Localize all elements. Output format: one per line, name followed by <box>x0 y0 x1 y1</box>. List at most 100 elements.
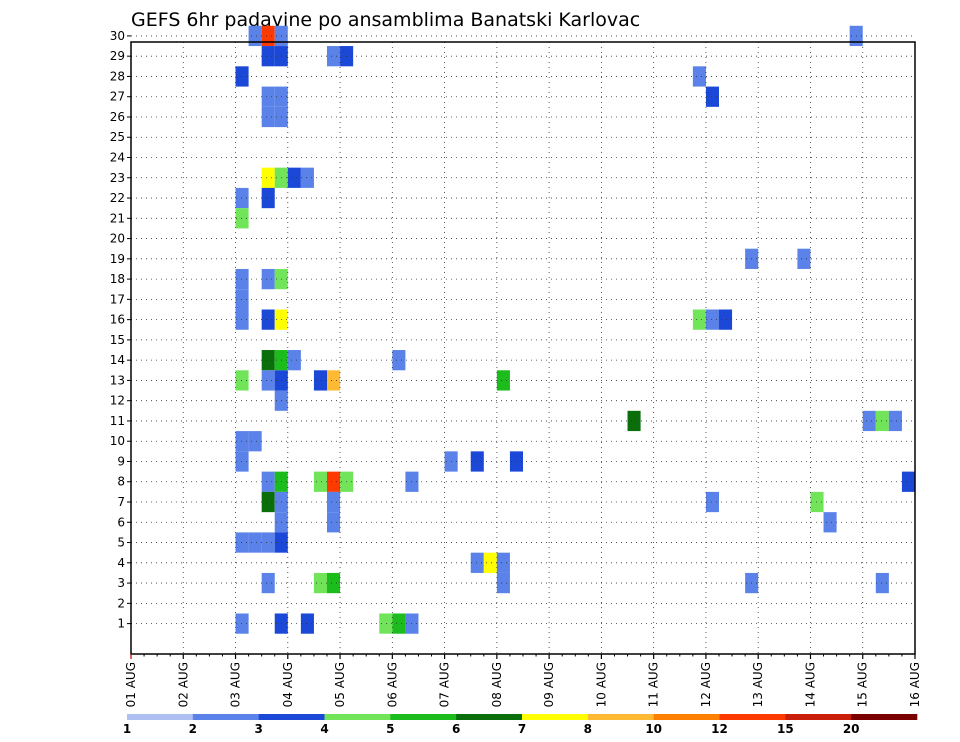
y-tick-label: 30 <box>110 29 125 43</box>
y-tick-label: 26 <box>110 110 125 124</box>
y-tick-label: 25 <box>110 130 125 144</box>
y-tick-label: 4 <box>117 556 125 570</box>
precip-cell <box>797 248 811 269</box>
x-tick-label: 07 AUG <box>438 662 452 707</box>
precip-cell <box>261 471 275 492</box>
precip-cell <box>810 491 824 513</box>
legend-swatch <box>719 714 786 720</box>
ensemble-cells <box>235 25 915 634</box>
precip-cell <box>705 309 719 330</box>
x-tick-label: 02 AUG <box>176 662 190 707</box>
y-tick-label: 28 <box>110 69 125 83</box>
precip-cell <box>470 451 484 472</box>
y-tick-label: 24 <box>110 151 125 165</box>
precip-cell <box>300 167 314 188</box>
y-tick-label: 29 <box>110 49 125 63</box>
precip-cell <box>705 491 719 513</box>
precip-cell <box>287 350 301 371</box>
legend-label: 2 <box>189 722 197 736</box>
precip-cell <box>327 370 341 391</box>
precip-cell <box>327 491 341 513</box>
x-tick-label: 12 AUG <box>699 662 713 707</box>
precip-cell <box>379 613 393 634</box>
y-tick-label: 12 <box>110 394 125 408</box>
chart-title: GEFS 6hr padavine po ansamblima Banatski… <box>131 9 640 31</box>
precip-cell <box>313 370 327 391</box>
legend-label: 20 <box>843 722 860 736</box>
precip-cell <box>235 289 249 310</box>
x-tick-label: 09 AUG <box>542 662 556 707</box>
y-tick-label: 2 <box>117 596 125 610</box>
precip-cell <box>692 309 706 330</box>
precip-cell <box>235 66 249 87</box>
legend-label: 6 <box>452 722 460 736</box>
precip-cell <box>261 86 275 107</box>
legend-swatch <box>653 714 720 720</box>
legend-label: 1 <box>123 722 131 736</box>
precip-cell <box>496 370 510 391</box>
precip-cell <box>261 572 275 594</box>
x-tick-label: 10 AUG <box>594 662 608 707</box>
precip-cell <box>327 46 341 67</box>
precip-cell <box>327 512 341 533</box>
legend-swatch <box>127 714 194 720</box>
y-tick-label: 22 <box>110 191 125 205</box>
x-tick-label: 15 AUG <box>856 662 870 707</box>
plot-frame <box>130 41 916 655</box>
precip-cell <box>235 451 249 472</box>
precip-cell <box>248 431 262 452</box>
x-tick-label: 04 AUG <box>281 662 295 707</box>
precip-cell <box>313 471 327 492</box>
precip-cell <box>235 532 249 553</box>
precip-cell <box>823 512 837 533</box>
precip-cell <box>719 309 733 330</box>
y-tick-label: 1 <box>117 617 125 631</box>
legend-swatch <box>192 714 259 720</box>
precip-cell <box>496 572 510 594</box>
x-tick-label: 08 AUG <box>490 662 504 707</box>
y-tick-label: 23 <box>110 171 125 185</box>
y-tick-label: 6 <box>117 515 125 529</box>
legend-swatch <box>324 714 391 720</box>
precip-cell <box>261 167 275 188</box>
precip-cell <box>248 532 262 553</box>
legend-swatch <box>390 714 457 720</box>
y-tick-label: 19 <box>110 252 125 266</box>
precip-cell <box>470 552 484 573</box>
precip-cell <box>235 309 249 330</box>
legend-label: 4 <box>320 722 328 736</box>
legend-swatch <box>522 714 589 720</box>
legend-swatch <box>785 714 852 720</box>
y-tick-label: 8 <box>117 475 125 489</box>
y-tick-label: 11 <box>110 414 125 428</box>
precip-cell <box>261 187 275 209</box>
y-tick-label: 14 <box>110 353 125 367</box>
precip-cell <box>300 613 314 634</box>
y-tick-label: 16 <box>110 313 125 327</box>
precip-cell <box>261 46 275 67</box>
x-tick-label: 13 AUG <box>751 662 765 707</box>
legend-label: 15 <box>777 722 794 736</box>
x-tick-label: 03 AUG <box>229 662 243 707</box>
y-tick-label: 15 <box>110 333 125 347</box>
precip-cell <box>235 208 249 229</box>
y-tick-label: 3 <box>117 576 125 590</box>
precip-cell <box>248 25 262 47</box>
precip-cell <box>261 532 275 553</box>
precip-cell <box>483 552 497 573</box>
y-tick-label: 20 <box>110 232 125 246</box>
y-tick-label: 9 <box>117 454 125 468</box>
precip-cell <box>392 613 406 634</box>
precip-cell <box>327 572 341 594</box>
precip-cell <box>235 431 249 452</box>
x-tick-label: 14 AUG <box>803 662 817 707</box>
precip-cell <box>261 350 275 371</box>
y-tick-label: 5 <box>117 536 125 550</box>
legend-swatch <box>587 714 654 720</box>
precip-cell <box>875 572 889 594</box>
x-tick-label: 06 AUG <box>385 662 399 707</box>
precip-cell <box>496 552 510 573</box>
y-tick-label: 27 <box>110 90 125 104</box>
precip-cell <box>235 268 249 290</box>
